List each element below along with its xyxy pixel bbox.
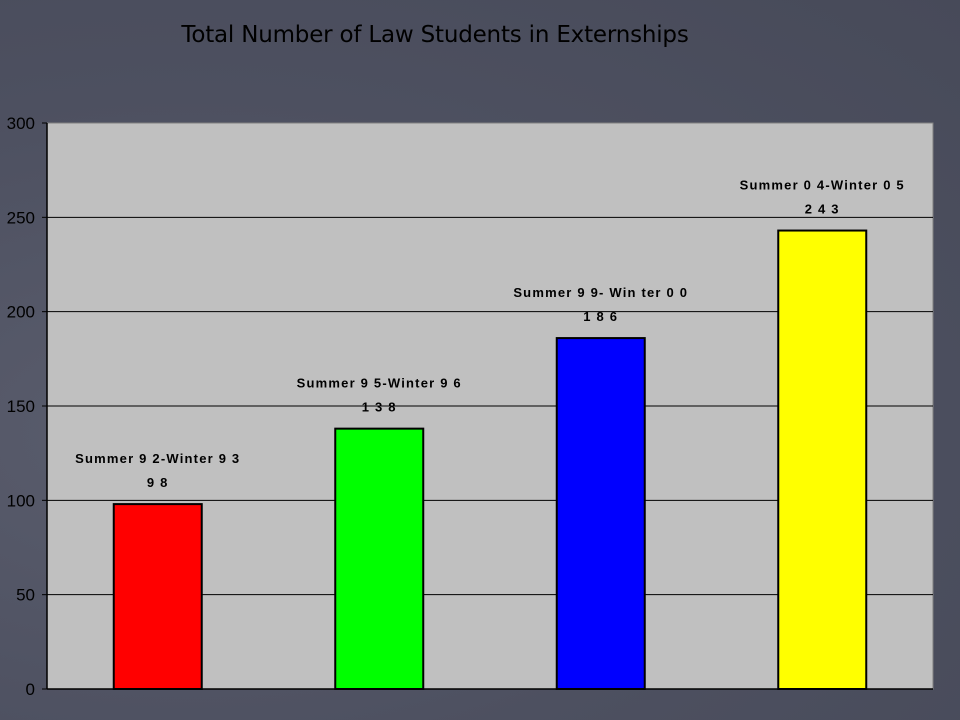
chart-title: Total Number of Law Students in Externsh… bbox=[181, 22, 689, 48]
data-label: 1 3 8 bbox=[362, 400, 397, 415]
data-label: 1 8 6 bbox=[583, 309, 618, 324]
y-tick-label: 150 bbox=[7, 397, 35, 416]
y-tick-label: 50 bbox=[16, 586, 35, 605]
y-tick-label: 200 bbox=[7, 303, 35, 322]
category-label: Summer 9 2-Winter 9 3 bbox=[75, 451, 240, 466]
y-tick-label: 100 bbox=[7, 491, 35, 510]
bar bbox=[334, 427, 425, 690]
bar bbox=[777, 229, 868, 690]
data-label: 2 4 3 bbox=[805, 202, 840, 217]
data-label: 9 8 bbox=[147, 475, 169, 490]
bar bbox=[112, 503, 203, 690]
category-label: Summer 0 4-Winter 0 5 bbox=[740, 178, 905, 193]
category-label: Summer 9 9- Win ter 0 0 bbox=[513, 285, 688, 300]
category-label: Summer 9 5-Winter 9 6 bbox=[297, 376, 462, 391]
y-tick-label: 250 bbox=[7, 208, 35, 227]
bar bbox=[555, 337, 646, 690]
y-tick-label: 300 bbox=[7, 114, 35, 133]
y-tick-label: 0 bbox=[26, 680, 35, 699]
